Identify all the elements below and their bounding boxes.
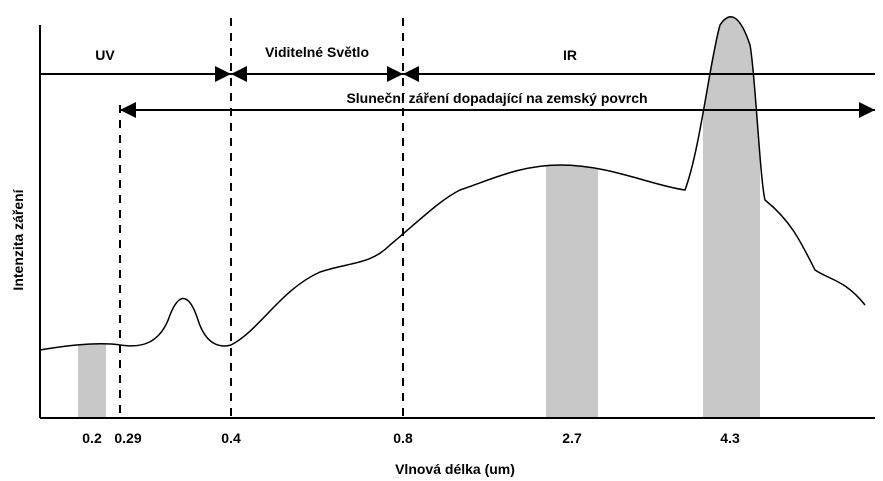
x-tick-label: 0.4 [221, 430, 241, 446]
x-tick-label: 2.7 [562, 430, 582, 446]
region-label: IR [563, 47, 577, 63]
dividers [119, 18, 404, 418]
x-tick-label: 0.2 [82, 430, 102, 446]
x-tick-label: 4.3 [720, 430, 740, 446]
intensity-curve [39, 16, 866, 351]
x-tick-labels: 0.2 0.29 0.4 0.8 2.7 4.3 [82, 430, 740, 446]
x-tick-label: 0.8 [393, 430, 413, 446]
x-tick-label: 0.29 [114, 430, 141, 446]
region-label: Viditelné Světlo [265, 44, 369, 60]
band [703, 16, 760, 418]
surface-label: Sluneční záření dopadající na zemský pov… [346, 90, 647, 106]
band [546, 100, 598, 418]
x-axis-label: Vlnová délka (um) [395, 461, 515, 477]
absorption-bands [78, 16, 760, 418]
band [78, 300, 106, 418]
region-label: UV [95, 47, 115, 63]
y-axis-label: Intenzita záření [10, 188, 26, 290]
